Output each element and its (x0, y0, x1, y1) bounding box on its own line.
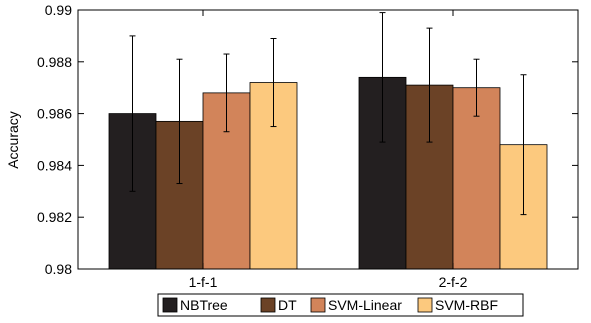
plot-area (108, 12, 548, 270)
legend-swatch (260, 297, 276, 313)
legend-swatch (417, 297, 433, 313)
legend-label: DT (278, 297, 297, 313)
bar (452, 87, 501, 270)
y-axis: 0.98 0.982 0.984 0.986 0.988 0.99 (37, 2, 579, 277)
y-tick-label: 0.986 (37, 106, 72, 122)
x-axis: 1-f-1 2-f-2 (189, 10, 468, 290)
legend: NBTree DT SVM-Linear SVM-RBF (157, 293, 524, 317)
x-tick-label: 1-f-1 (189, 274, 218, 290)
y-tick-label: 0.984 (37, 157, 72, 173)
legend-label: SVM-RBF (435, 297, 498, 313)
y-tick-label: 0.98 (45, 261, 72, 277)
plot-frame (77, 9, 579, 270)
y-tick-label: 0.982 (37, 209, 72, 225)
legend-swatch (310, 297, 326, 313)
y-tick-label: 0.988 (37, 54, 72, 70)
y-axis-label: Accuracy (5, 111, 21, 169)
y-tick-label: 0.99 (45, 2, 72, 18)
x-tick-label: 2-f-2 (439, 274, 468, 290)
legend-swatch (162, 297, 178, 313)
legend-label: NBTree (180, 297, 228, 313)
legend-label: SVM-Linear (328, 297, 402, 313)
